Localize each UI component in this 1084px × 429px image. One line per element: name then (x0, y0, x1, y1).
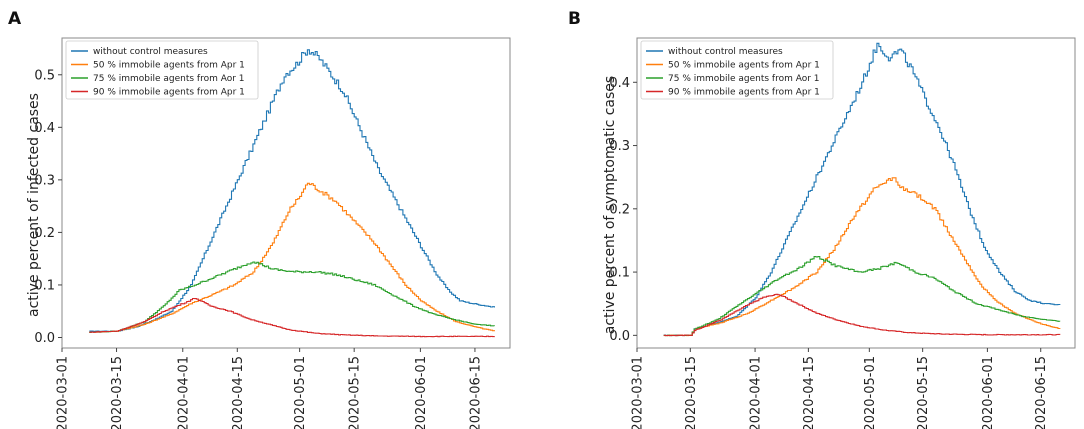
plot-area-a (61, 37, 511, 349)
legend-box (640, 40, 834, 100)
x-tick-label: 2020-03-01 (631, 356, 646, 429)
y-tick-label: 0.2 (609, 202, 630, 217)
legend-entry: 75 % immobile agents from Aor 1 (668, 74, 820, 84)
y-tick-label: 0.1 (609, 266, 630, 281)
series-line-1 (89, 49, 495, 332)
legend-a: without control measures 50 % immobile ag… (65, 40, 259, 100)
plot-area-b (636, 37, 1076, 349)
y-tick-label: 0.0 (34, 331, 55, 346)
legend-b: without control measures 50 % immobile ag… (640, 40, 834, 100)
y-tick-label: 0.5 (34, 68, 55, 83)
x-tick-label: 2020-05-15 (348, 356, 363, 429)
series-line-3 (89, 261, 495, 333)
y-tick-label: 0.4 (34, 121, 55, 136)
series-line-4 (663, 293, 1061, 337)
legend-entry: 90 % immobile agents from Apr 1 (93, 88, 245, 98)
x-tick-label: 2020-05-01 (293, 356, 308, 429)
panel-letter-a: A (8, 9, 22, 29)
x-tick-label: 2020-03-01 (56, 356, 71, 429)
series-line-4 (89, 297, 495, 338)
x-tick-label: 2020-03-15 (110, 356, 125, 429)
series-line-1 (663, 42, 1061, 337)
legend-entry: without control measures (668, 47, 783, 57)
x-tick-label: 2020-04-15 (802, 356, 817, 429)
legend-entry: 75 % immobile agents from Aor 1 (93, 74, 245, 84)
y-axis-label-b: active percent of symptomatic cases (602, 76, 618, 334)
y-tick-label: 0.4 (609, 76, 630, 91)
y-tick-label: 0.2 (34, 226, 55, 241)
x-tick-label: 2020-06-01 (414, 356, 429, 429)
series-line-2 (89, 182, 495, 333)
series-line-2 (663, 177, 1061, 337)
x-tick-label: 2020-04-15 (231, 356, 246, 429)
x-tick-label: 2020-06-15 (1034, 356, 1049, 429)
x-tick-label: 2020-04-01 (176, 356, 191, 429)
y-tick-label: 0.3 (34, 173, 55, 188)
panel-b: B active percent of symptomatic cases 0.… (568, 9, 1076, 429)
panel-letter-b: B (568, 9, 581, 29)
y-tick-label: 0.0 (609, 329, 630, 344)
y-tick-label: 0.3 (609, 139, 630, 154)
x-tick-label: 2020-06-01 (981, 356, 996, 429)
y-tick-label: 0.1 (34, 278, 55, 293)
series-line-3 (663, 255, 1061, 337)
x-tick-label: 2020-03-15 (684, 356, 699, 429)
legend-entry: 50 % immobile agents from Apr 1 (668, 61, 820, 71)
legend-entry: without control measures (93, 47, 208, 57)
legend-box (65, 40, 259, 100)
panel-a: A active percent of infected cases 0.0 0.… (8, 9, 511, 429)
x-tick-label: 2020-06-15 (468, 356, 483, 429)
legend-entry: 90 % immobile agents from Apr 1 (668, 88, 820, 98)
x-tick-label: 2020-04-01 (749, 356, 764, 429)
y-axis-label-a: active percent of infected cases (26, 93, 42, 317)
x-tick-label: 2020-05-01 (863, 356, 878, 429)
x-tick-label: 2020-05-15 (916, 356, 931, 429)
legend-entry: 50 % immobile agents from Apr 1 (93, 61, 245, 71)
